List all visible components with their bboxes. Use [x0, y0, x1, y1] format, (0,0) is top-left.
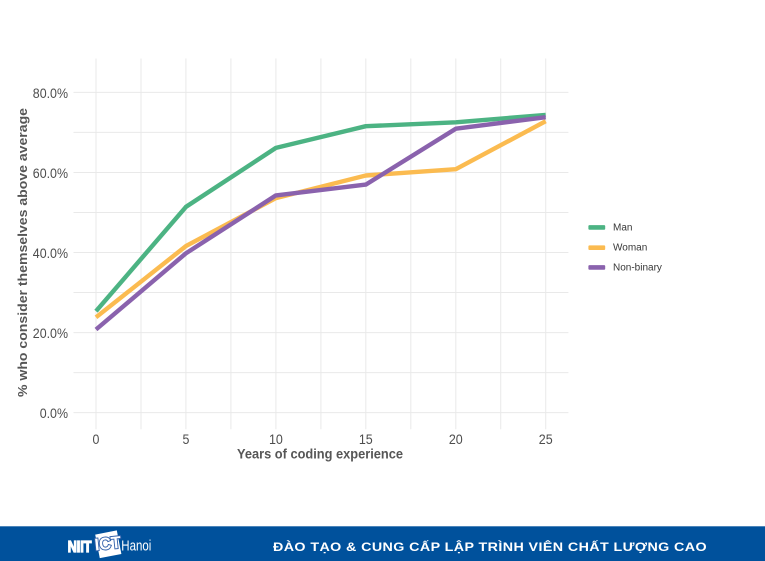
svg-text:Years of coding experience: Years of coding experience [237, 446, 403, 462]
svg-text:ĐÀO TẠO & CUNG CẤP LẬP TRÌNH V: ĐÀO TẠO & CUNG CẤP LẬP TRÌNH VIÊN CHẤT L… [273, 539, 707, 554]
svg-text:60.0%: 60.0% [33, 165, 68, 181]
svg-text:25: 25 [539, 431, 553, 447]
svg-text:0.0%: 0.0% [40, 405, 68, 421]
svg-text:10: 10 [269, 431, 283, 447]
svg-text:NIIT: NIIT [68, 539, 92, 556]
svg-text:% who consider themselves abov: % who consider themselves above average [15, 108, 30, 397]
svg-text:40.0%: 40.0% [33, 245, 68, 261]
svg-text:5: 5 [182, 431, 189, 447]
svg-text:15: 15 [359, 431, 373, 447]
svg-text:0: 0 [93, 431, 100, 447]
svg-text:Man: Man [613, 223, 632, 234]
svg-text:80.0%: 80.0% [33, 85, 68, 101]
svg-text:20: 20 [449, 431, 463, 447]
svg-text:ICT: ICT [94, 533, 123, 555]
svg-text:Woman: Woman [613, 243, 647, 254]
svg-text:Hanoi: Hanoi [121, 538, 151, 554]
svg-text:20.0%: 20.0% [33, 325, 68, 341]
svg-text:Non-binary: Non-binary [613, 262, 662, 273]
